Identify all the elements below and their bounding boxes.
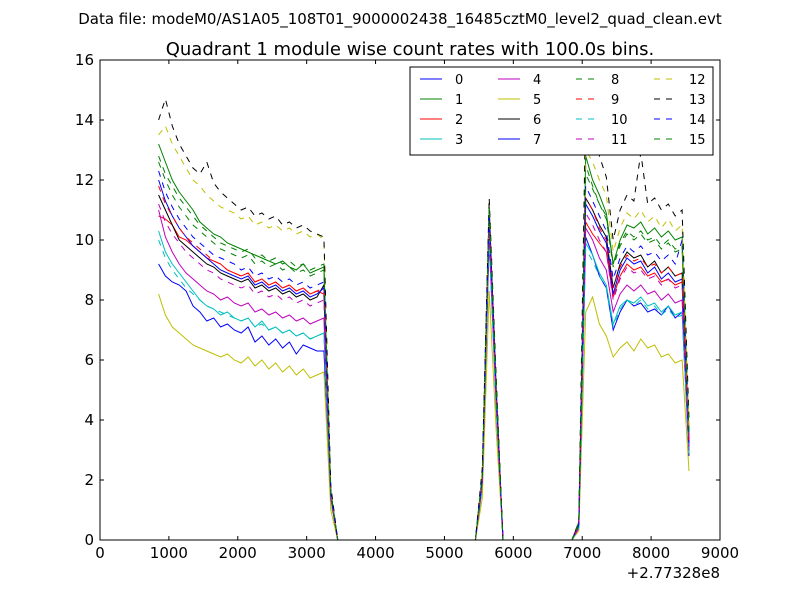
x-offset-label: +2.77328e8 — [627, 564, 720, 582]
axis-ticks: 0 1000 2000 3000 4000 5000 6000 7000 8000 9000 0 2 4… — [75, 51, 739, 562]
x-tick-label: 5000 — [425, 544, 463, 562]
legend-label-7: 7 — [533, 133, 541, 148]
y-tick-label: 6 — [84, 351, 94, 369]
series-line-5 — [158, 290, 690, 541]
legend-label-13: 13 — [689, 93, 706, 108]
legend-label-0: 0 — [455, 73, 463, 88]
legend-label-8: 8 — [611, 73, 619, 88]
x-tick-label: 9000 — [701, 544, 739, 562]
series-line-15 — [158, 155, 690, 541]
legend-label-1: 1 — [455, 93, 463, 108]
y-tick-label: 10 — [75, 231, 94, 249]
x-tick-label: 8000 — [632, 544, 670, 562]
y-tick-label: 16 — [75, 51, 94, 69]
x-tick-label: 3000 — [288, 544, 326, 562]
legend-label-15: 15 — [689, 133, 706, 148]
x-tick-label: 1000 — [150, 544, 188, 562]
legend-label-2: 2 — [455, 113, 463, 128]
x-tick-label: 2000 — [219, 544, 257, 562]
suptitle: Data file: modeM0/AS1A05_108T01_90000024… — [78, 10, 722, 29]
legend-box — [409, 66, 714, 156]
legend-label-10: 10 — [611, 113, 628, 128]
legend-label-14: 14 — [689, 113, 706, 128]
series-line-10 — [158, 239, 690, 541]
series-line-1 — [158, 143, 690, 541]
series-line-8 — [158, 161, 690, 541]
plot-area — [158, 97, 690, 541]
axes-frame — [99, 59, 721, 541]
legend-label-11: 11 — [611, 133, 628, 148]
y-tick-label: 12 — [75, 171, 94, 189]
x-tick-label: 4000 — [356, 544, 394, 562]
y-tick-label: 2 — [84, 471, 94, 489]
x-tick-label: 7000 — [563, 544, 601, 562]
legend-label-9: 9 — [611, 93, 619, 108]
series-line-14 — [158, 170, 690, 541]
y-tick-label: 0 — [84, 531, 94, 549]
legend-label-3: 3 — [455, 133, 463, 148]
series-line-11 — [158, 203, 690, 541]
legend-label-5: 5 — [533, 93, 541, 108]
y-tick-label: 4 — [84, 411, 94, 429]
x-tick-label: 0 — [95, 544, 105, 562]
legend-label-12: 12 — [689, 73, 706, 88]
series-line-0 — [158, 236, 690, 541]
legend-label-4: 4 — [533, 73, 541, 88]
y-tick-label: 8 — [84, 291, 94, 309]
chart-title: Quadrant 1 module wise count rates with … — [166, 39, 655, 60]
legend-label-6: 6 — [533, 113, 541, 128]
y-tick-label: 14 — [75, 111, 94, 129]
series-line-12 — [158, 124, 690, 541]
x-tick-label: 6000 — [494, 544, 532, 562]
series-line-6 — [158, 194, 690, 541]
